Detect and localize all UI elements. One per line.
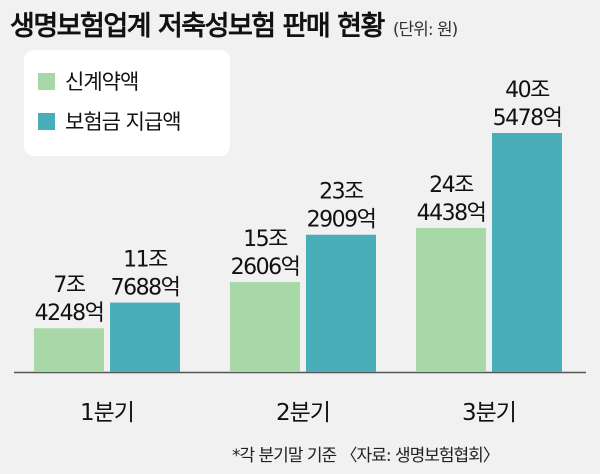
data-label-new-contract-1-line2: 4248억 <box>35 301 104 326</box>
bar-new-contract-3 <box>416 227 486 372</box>
data-label-new-contract-1-line1: 7조 <box>53 273 85 298</box>
x-tick-label-3: 3분기 <box>462 400 516 426</box>
legend-item-insurance-paid: 보험금 지급액 <box>38 108 230 134</box>
legend-swatch-new-contract <box>38 72 55 90</box>
data-label-insurance-paid-3-line2: 5478억 <box>493 106 562 131</box>
x-tick-label-2: 2분기 <box>276 400 330 426</box>
chart-title-row: 생명보험업계 저축성보험 판매 현황 (단위: 원) <box>10 4 458 43</box>
data-label-new-contract-3-line1: 24조 <box>429 173 474 198</box>
data-label-insurance-paid-2-line2: 2909억 <box>307 208 376 233</box>
bar-insurance-paid-3 <box>492 133 562 372</box>
data-label-insurance-paid-2-line1: 23조 <box>319 180 364 205</box>
unit-label: (단위: 원) <box>392 20 458 40</box>
bar-new-contract-2 <box>230 282 300 372</box>
bar-insurance-paid-1 <box>110 302 180 372</box>
x-tick-label-1: 1분기 <box>80 400 134 426</box>
data-label-new-contract-3-line2: 4438억 <box>417 201 486 226</box>
legend-label-insurance-paid: 보험금 지급액 <box>65 110 182 134</box>
legend-label-new-contract: 신계약액 <box>65 70 139 94</box>
data-label-insurance-paid-1-line1: 11조 <box>123 248 168 273</box>
data-label-insurance-paid-3-line1: 40조 <box>505 78 550 103</box>
legend-item-new-contract: 신계약액 <box>38 68 230 94</box>
legend: 신계약액 보험금 지급액 <box>24 50 230 156</box>
data-label-new-contract-2-line2: 2606억 <box>231 255 300 280</box>
data-label-new-contract-2-line1: 15조 <box>243 227 288 252</box>
bar-new-contract-1 <box>34 328 104 372</box>
data-label-insurance-paid-1-line2: 7688억 <box>111 276 180 301</box>
chart-title: 생명보험업계 저축성보험 판매 현황 <box>10 11 385 42</box>
footnote: *각 분기말 기준 〈자료: 생명보험협회〉 <box>232 446 500 466</box>
bar-insurance-paid-2 <box>306 234 376 372</box>
legend-swatch-insurance-paid <box>38 112 55 130</box>
